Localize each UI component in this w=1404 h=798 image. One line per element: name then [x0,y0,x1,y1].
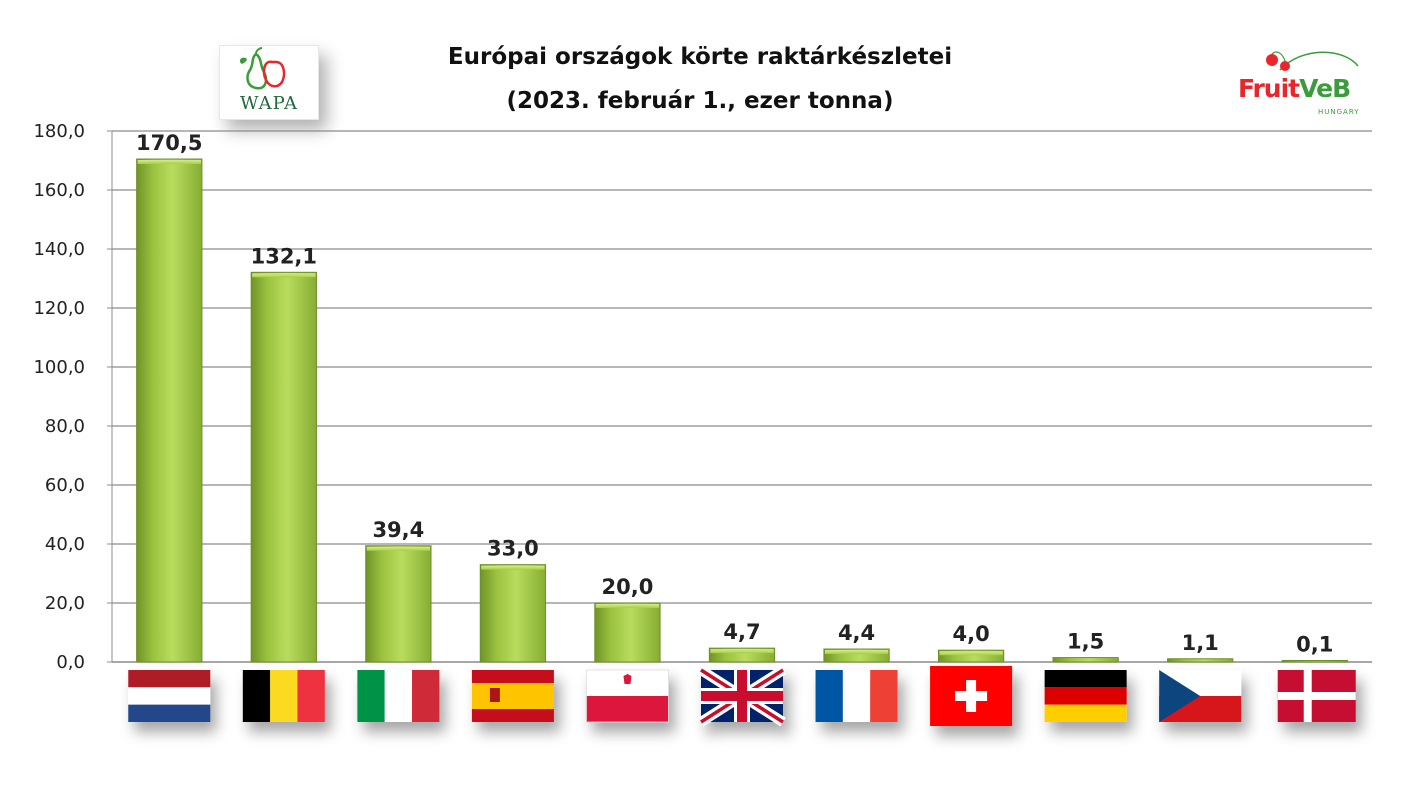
bar-body [937,649,1005,663]
france-flag-icon [815,670,898,722]
fruitveb-logo: FruitVeB HUNGARY [1232,48,1372,120]
bar-body [479,564,547,663]
denmark-flag-icon [1277,670,1356,722]
bar [250,271,317,663]
y-tick-label: 20,0 [45,593,85,614]
uk-flag-icon [698,665,786,727]
bar-top [824,650,889,655]
spain-flag-icon [471,670,554,722]
bar-body [594,602,661,663]
data-label: 0,1 [1296,633,1333,657]
netherlands-flag-icon [128,670,211,722]
y-tick-label: 80,0 [45,416,85,437]
bar [823,648,890,663]
fruitveb-green-text: VeB [1299,74,1351,103]
fruitveb-logo-text: FruitVeB [1238,74,1351,103]
bar-body [1281,660,1348,663]
data-label: 170,5 [136,131,202,155]
bar-top [252,273,316,278]
czech-flag-icon [1159,670,1242,722]
belgium-flag-icon [242,670,325,722]
germany-flag-icon [1044,670,1127,722]
bar [479,564,547,663]
bar-body [1167,658,1234,663]
flag-row [128,665,1356,727]
wapa-logo-text: WAPA [239,93,299,114]
cherry-icon [1266,51,1359,71]
fruitveb-subtext: HUNGARY [1318,108,1360,116]
y-tick-label: 0,0 [56,652,85,673]
data-label: 33,0 [487,537,539,561]
bar [1167,658,1234,663]
y-tick-label: 140,0 [33,239,85,260]
bar [1281,660,1348,663]
y-tick-label: 100,0 [33,357,85,378]
bar [1052,657,1119,663]
grid-lines [107,130,1372,663]
poland-flag-icon [586,669,669,723]
bar-body [136,158,203,663]
switzerland-flag-icon [930,666,1013,726]
italy-flag-icon [357,670,440,722]
bars [136,158,1348,663]
wapa-logo: WAPA [219,45,319,120]
data-label: 1,1 [1182,631,1219,655]
bar-top [137,160,201,165]
bar [708,647,776,663]
data-label: 4,0 [952,622,989,646]
bar-top [366,546,431,551]
bar-body [365,545,432,663]
bar-top [481,565,545,570]
bar [594,602,661,663]
y-tick-label: 160,0 [33,180,85,201]
fruitveb-red-text: Fruit [1238,74,1300,103]
data-label: 39,4 [372,518,424,542]
bar-top [595,604,660,608]
chart-title-line-1: Európai országok körte raktárkészletei [447,44,953,70]
value-labels: 170,5 132,1 39,4 33,0 20,0 4,7 4,4 4,0 1,5 1,1 0,1 [136,131,1333,656]
bar [136,158,203,663]
chart-title-line-2: (2023. február 1., ezer tonna) [506,88,894,114]
bar-top [710,649,774,654]
data-label: 4,7 [723,620,760,644]
y-axis-ticks: 0,0 20,0 40,0 60,0 80,0 100,0 120,0 140,0 160,0 1… [33,121,85,673]
y-tick-label: 120,0 [33,298,85,319]
data-label: 132,1 [251,244,317,268]
y-tick-label: 60,0 [45,475,85,496]
data-label: 4,4 [838,621,875,645]
bar [365,545,432,663]
data-label: 1,5 [1067,630,1104,654]
y-tick-label: 180,0 [33,121,85,142]
bar-body [1052,657,1119,663]
bar-body [250,271,317,663]
bar [937,649,1005,663]
bar-top [939,651,1003,656]
data-label: 20,0 [602,575,654,599]
pear-apple-icon [239,47,286,90]
y-tick-label: 40,0 [45,534,85,555]
